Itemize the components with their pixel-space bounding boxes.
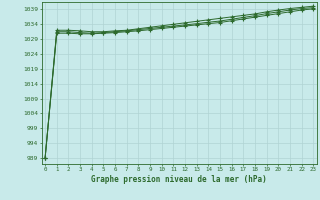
X-axis label: Graphe pression niveau de la mer (hPa): Graphe pression niveau de la mer (hPa) xyxy=(91,175,267,184)
